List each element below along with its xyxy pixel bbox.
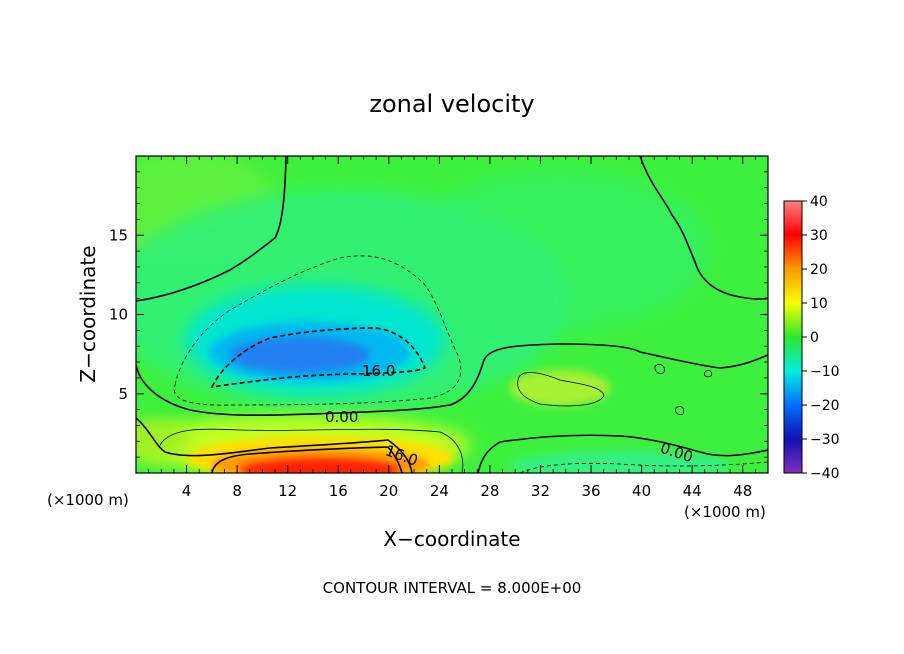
zero-contour-right xyxy=(639,156,768,300)
colorbar-tick-label: 40 xyxy=(810,194,828,210)
colorbar xyxy=(783,200,803,474)
sixteen-contour-positive xyxy=(211,446,403,473)
sixteen-contour-negative xyxy=(210,327,427,389)
chart-title: zonal velocity xyxy=(369,90,534,118)
x-unit-left: (×1000 m) xyxy=(47,491,129,509)
colorbar-tick-label: 20 xyxy=(810,262,828,278)
right-bottom-cyanish xyxy=(510,451,730,473)
x-unit-right: (×1000 m) xyxy=(684,503,766,521)
x-tick-label: 24 xyxy=(430,482,449,500)
zero-contour-lower xyxy=(136,417,413,473)
colorbar-ticks: 40 30 20 10 0 −10 −20 −30 −40 xyxy=(802,194,840,482)
negative-core xyxy=(230,337,370,373)
colorbar-tick-label: 30 xyxy=(810,228,828,244)
contours xyxy=(136,156,768,473)
x-tick-label: 20 xyxy=(379,482,398,500)
colorbar-tick-label: 0 xyxy=(810,330,819,346)
x-axis-label: X−coordinate xyxy=(383,527,520,551)
positive-core xyxy=(240,458,400,473)
x-tick-label: 8 xyxy=(232,482,242,500)
x-tick-label: 40 xyxy=(632,482,651,500)
x-tick-label: 36 xyxy=(581,482,600,500)
small-contour-b xyxy=(675,406,685,415)
colorbar-tick-label: −10 xyxy=(810,364,840,380)
upper-right-negative xyxy=(410,170,710,330)
contour-interval-note: CONTOUR INTERVAL = 8.000E+00 xyxy=(323,579,582,597)
y-tick-label: 15 xyxy=(109,226,128,244)
x-tick-label: 28 xyxy=(480,482,499,500)
colorbar-tick-label: −40 xyxy=(810,466,840,482)
x-tick-label: 48 xyxy=(733,482,752,500)
small-contour-c xyxy=(704,369,713,378)
zero-contour-bottom xyxy=(477,434,768,473)
bottom-left-positive xyxy=(136,420,190,460)
colorbar-tick-label: 10 xyxy=(810,296,828,312)
plot-field: 16.0 0.00 16.0 0.00 xyxy=(136,156,768,473)
contour-label: 0.00 xyxy=(325,408,358,426)
right-positive-blob xyxy=(510,370,610,406)
x-tick-label: 4 xyxy=(182,482,192,500)
x-tick-label: 16 xyxy=(329,482,348,500)
zero-contour-middle xyxy=(136,343,768,417)
y-tick-label: 10 xyxy=(109,306,128,324)
zero-contour-upper xyxy=(136,156,287,302)
thin-contour-positive xyxy=(159,428,464,473)
colorbar-tick-label: −20 xyxy=(810,398,840,414)
x-tick-label: 12 xyxy=(278,482,297,500)
x-tick-label: 32 xyxy=(531,482,550,500)
contour-label: 16.0 xyxy=(362,362,395,380)
colorbar-tick-label: −30 xyxy=(810,432,840,448)
y-tick-label: 5 xyxy=(118,385,128,403)
right-positive-contour xyxy=(517,372,605,407)
thin-contour-bottom-right xyxy=(519,461,768,473)
x-tick-label: 44 xyxy=(683,482,702,500)
negative-contour-outer xyxy=(173,255,462,406)
small-contour-a xyxy=(654,364,665,374)
y-axis-label: Z−coordinate xyxy=(76,245,100,382)
